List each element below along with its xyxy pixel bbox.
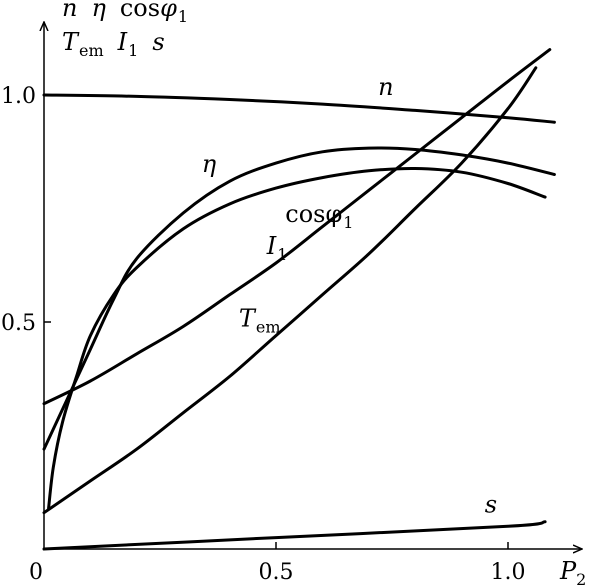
x-tick-label: 0.5 bbox=[259, 560, 294, 585]
label-s: s bbox=[485, 491, 497, 519]
curve-eta bbox=[42, 146, 556, 451]
curves bbox=[42, 48, 556, 551]
y-tick-label: 0.5 bbox=[1, 311, 36, 336]
ticks: 0.5 1.0 0.5 1.0 0 bbox=[1, 84, 526, 585]
label-eta: η bbox=[202, 150, 217, 178]
curve-cosphi1 bbox=[47, 166, 547, 510]
y-tick-label: 1.0 bbox=[1, 84, 36, 109]
curve-n bbox=[42, 93, 556, 124]
label-n: n bbox=[378, 73, 393, 101]
axes bbox=[44, 22, 582, 549]
label-tem: Tem bbox=[239, 305, 281, 337]
x-axis-label: P2 bbox=[559, 557, 586, 587]
y-axis-label-line-1: n η cosφ1 bbox=[62, 0, 188, 26]
x-tick-label: 1.0 bbox=[491, 560, 526, 585]
label-i1: I1 bbox=[266, 232, 288, 264]
curve-i1 bbox=[42, 48, 552, 406]
label-cosphi1: cosφ1 bbox=[285, 200, 353, 232]
origin-label: 0 bbox=[29, 560, 43, 585]
y-axis-label-line-2: Tem I1 s bbox=[62, 28, 165, 60]
curve-s bbox=[42, 520, 547, 551]
curve-tem bbox=[42, 66, 538, 515]
